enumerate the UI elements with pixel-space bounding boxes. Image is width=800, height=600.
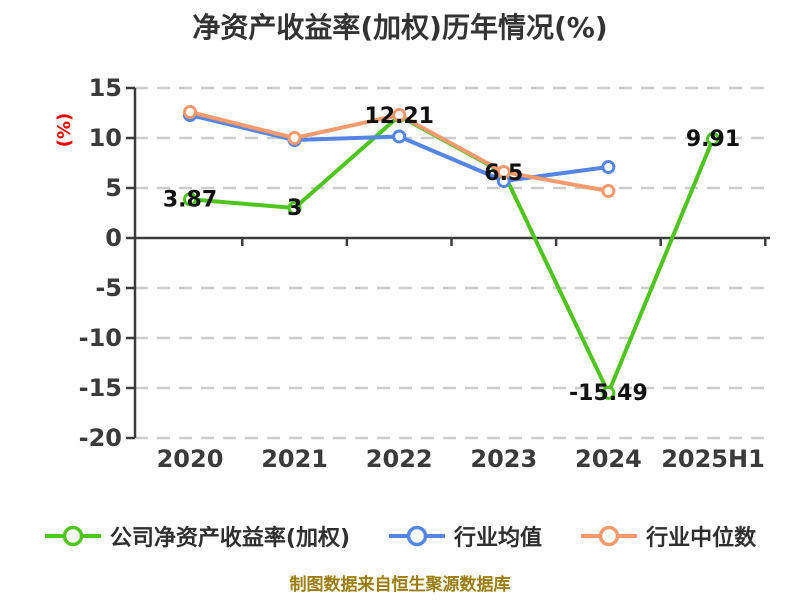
footer-note: 制图数据来自恒生聚源数据库 — [289, 575, 511, 595]
point-value-label: 3.87 — [163, 187, 217, 212]
y-tick-label: 0 — [105, 224, 122, 252]
point-value-label: -15.49 — [569, 381, 648, 406]
series-lines — [188, 110, 715, 395]
legend-item-industry-mean[interactable]: 行业均值 — [388, 520, 542, 552]
tick-labels: 15 10 5 0 -5 -10 -15 -20 2020 2021 2022 2023 2024 202… — [79, 74, 765, 473]
y-tick-label: 15 — [89, 74, 122, 102]
legend-label-industry-median: 行业中位数 — [646, 526, 757, 551]
y-tick-label: 10 — [89, 124, 122, 152]
data-point-2-2023 — [496, 165, 511, 179]
data-point-2-2024 — [601, 184, 616, 198]
data-point-0-2020 — [183, 192, 197, 207]
data-point-0-2024 — [601, 385, 616, 400]
point-value-label: 6.5 — [484, 161, 523, 186]
data-point-0-2025H1 — [706, 131, 720, 146]
legend-item-industry-median[interactable]: 行业中位数 — [580, 520, 756, 552]
point-value-label: 3 — [287, 196, 302, 221]
data-point-2-2020 — [183, 105, 197, 119]
point-value-label: 9.91 — [686, 127, 740, 152]
series-markers — [183, 105, 720, 400]
x-tick-label: 2022 — [366, 445, 433, 473]
chart-canvas: 15 10 5 0 -5 -10 -15 -20 2020 2021 2022 2023 2024 202… — [54, 74, 770, 473]
legend: 公司净资产收益率(加权) 行业均值 行业中位数 — [0, 518, 800, 554]
x-tick-label: 2021 — [261, 445, 328, 473]
y-tick-label: 5 — [105, 174, 122, 202]
chart-title: 净资产收益率(加权)历年情况(%) — [192, 11, 608, 44]
legend-item-company-roe[interactable]: 公司净资产收益率(加权) — [44, 520, 350, 552]
data-point-2-2021 — [287, 131, 302, 145]
point-value-label: 12.21 — [364, 104, 434, 129]
x-tick-label: 2024 — [575, 445, 642, 473]
legend-label-industry-mean: 行业均值 — [454, 526, 543, 551]
y-tick-label: -15 — [79, 374, 122, 402]
point-labels: 3.87 3 12.21 6.5 -15.49 9.91 — [163, 104, 740, 406]
x-tick-label: 2025H1 — [661, 445, 765, 473]
y-axis-unit-label: (%) — [54, 113, 75, 148]
y-tick-label: -5 — [95, 274, 122, 302]
gridlines — [135, 86, 770, 440]
y-tick-label: -20 — [79, 424, 122, 452]
legend-marker-company-roe — [44, 525, 101, 547]
axes — [126, 86, 770, 440]
y-tick-label: -10 — [79, 324, 122, 352]
data-point-1-2022 — [392, 129, 407, 144]
x-tick-label: 2023 — [470, 445, 537, 473]
legend-marker-industry-median — [581, 525, 638, 547]
legend-label-company-roe: 公司净资产收益率(加权) — [109, 526, 351, 551]
data-point-0-2021 — [287, 201, 302, 215]
x-tick-label: 2020 — [157, 445, 224, 473]
data-point-1-2024 — [601, 160, 616, 174]
legend-marker-industry-mean — [389, 525, 446, 547]
data-point-2-2022 — [392, 108, 407, 122]
